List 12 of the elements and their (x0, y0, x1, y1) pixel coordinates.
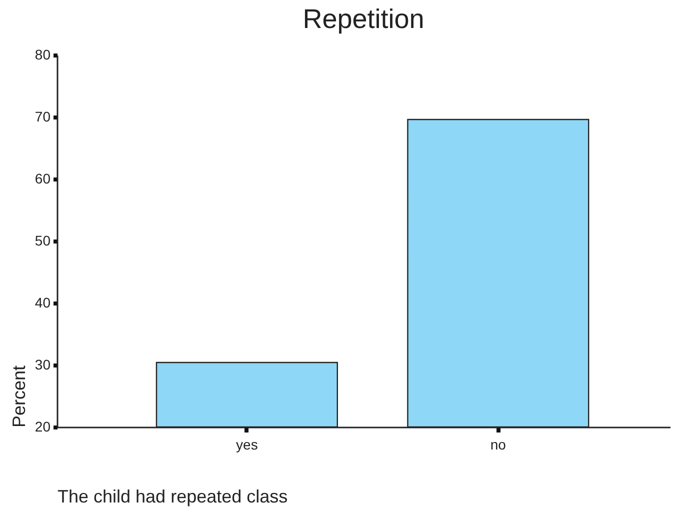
x-axis-title: The child had repeated class (58, 486, 288, 506)
y-tick-label: 30 (34, 356, 51, 372)
x-tick-label: no (490, 436, 506, 452)
y-axis-title: Percent (8, 365, 29, 428)
y-tick-label: 40 (34, 294, 51, 310)
y-tick-label: 60 (34, 170, 51, 186)
y-tick-label: 80 (34, 46, 51, 62)
x-tick-label: yes (236, 436, 258, 452)
y-tick-label: 50 (34, 232, 51, 248)
y-tick-label: 70 (34, 108, 51, 124)
chart-title: Repetition (302, 4, 424, 34)
y-tick-label: 20 (34, 418, 51, 434)
